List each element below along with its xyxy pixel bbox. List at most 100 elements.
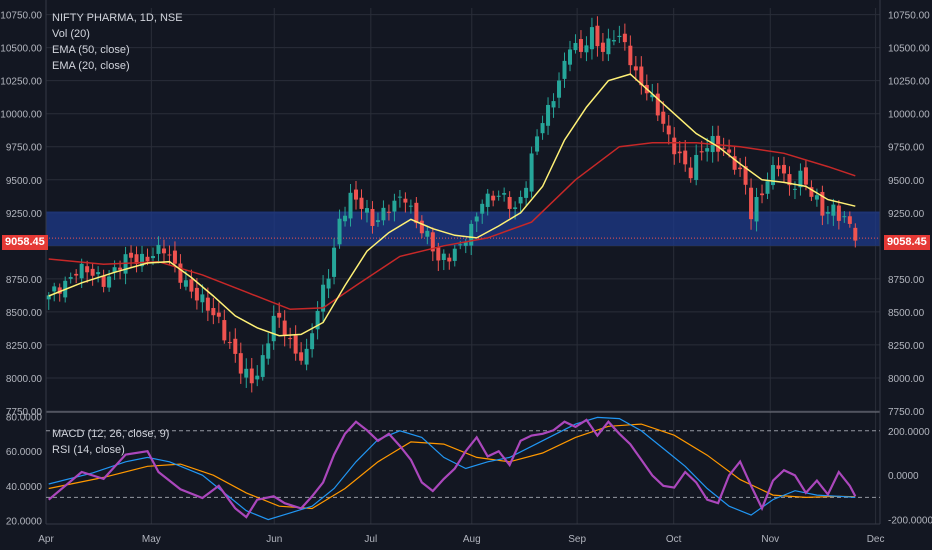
candle-body (90, 268, 95, 276)
price-tick-label-left: 9500.00 (6, 176, 43, 187)
candle-body (140, 253, 145, 267)
candle-body (622, 33, 627, 43)
indicator-legend: MACD (12, 26, close, 9) RSI (14, close) (52, 429, 169, 461)
macd-legend: MACD (12, 26, close, 9) (52, 428, 170, 440)
rsi-tick-label: 60.0000 (6, 447, 43, 458)
candle-body (244, 368, 249, 378)
candle-body (562, 60, 567, 79)
candle-body (233, 338, 238, 354)
candle-body (211, 308, 216, 316)
candle-body (688, 167, 693, 179)
time-tick-label: Aug (463, 534, 481, 545)
candle-body (392, 200, 397, 212)
candle-body (765, 181, 770, 194)
candle-body (167, 254, 172, 256)
vol-legend: Vol (20) (52, 28, 90, 40)
price-tick-label-right: 10500.00 (888, 44, 930, 55)
candle-body (68, 277, 73, 279)
rsi-tick-label: 40.0000 (6, 482, 43, 493)
candle-body (606, 38, 611, 55)
macd-tick-label: -200.0000 (888, 516, 932, 527)
candle-body (617, 35, 622, 38)
rsi-tick-label: 20.0000 (6, 517, 43, 528)
candle-body (754, 197, 759, 222)
candle-body (348, 192, 353, 219)
candle-body (469, 223, 474, 246)
candle-body (847, 216, 852, 224)
candle-body (792, 188, 797, 190)
candle-body (288, 338, 293, 340)
candle-body (332, 247, 337, 277)
candle-body (584, 45, 589, 53)
candle-body (315, 310, 320, 330)
candle-body (277, 312, 282, 318)
candle-body (836, 205, 841, 221)
candle-body (787, 174, 792, 186)
price-tick-label-right: 10750.00 (888, 11, 930, 22)
candle-body (661, 111, 666, 124)
candle-body (485, 193, 490, 207)
candle-body (749, 187, 754, 220)
candle-body (639, 66, 644, 86)
candle-body (825, 212, 830, 214)
price-tick-label-left: 10250.00 (0, 77, 42, 88)
candle-body (386, 211, 391, 213)
ema20-legend: EMA (20, close) (52, 60, 130, 72)
macd-tick-label: 200.0000 (888, 427, 930, 438)
candle-body (370, 208, 375, 226)
candle-body (101, 275, 106, 287)
ema50-line (48, 142, 856, 311)
price-tick-label-left: 7750.00 (6, 407, 43, 418)
candle-body (589, 27, 594, 50)
ema20-line (48, 73, 856, 337)
candle-body (683, 150, 688, 165)
candle-body (107, 276, 112, 288)
candle-body (540, 123, 545, 134)
candle-body (447, 257, 452, 262)
candle-body (156, 244, 161, 254)
candle-body (408, 205, 413, 207)
candle-body (161, 248, 166, 254)
macd-tick-label: 0.0000 (888, 471, 919, 482)
candle-body (611, 40, 616, 42)
support-zone (46, 211, 880, 246)
candle-body (513, 207, 518, 209)
candle-body (595, 25, 600, 47)
time-tick-label: Oct (666, 534, 682, 545)
candle-body (145, 256, 150, 262)
candle-body (677, 151, 682, 154)
candle-body (600, 42, 605, 52)
candle-body (118, 267, 123, 270)
candle-body (781, 164, 786, 174)
time-tick-label: Nov (761, 534, 779, 545)
candle-body (354, 189, 359, 200)
candle-body (260, 355, 265, 377)
price-tick-label-right: 8750.00 (888, 275, 925, 286)
candle-body (578, 39, 583, 52)
candle-body (738, 167, 743, 170)
price-tick-label-left: 8000.00 (6, 374, 43, 385)
price-tick-label-right: 10250.00 (888, 77, 930, 88)
price-tick-label-left: 8500.00 (6, 308, 43, 319)
candle-body (721, 147, 726, 149)
candle-body (853, 227, 858, 241)
candle-body (189, 279, 194, 292)
candle-body (255, 375, 260, 380)
candle-body (727, 149, 732, 153)
candle-body (458, 244, 463, 246)
candle-body (491, 195, 496, 201)
candle-body (633, 66, 638, 71)
candle-body (85, 266, 90, 273)
candle-body (809, 187, 814, 197)
candle-body (150, 256, 155, 259)
price-tick-label-right: 8250.00 (888, 341, 925, 352)
candle-body (452, 248, 457, 261)
time-tick-label: Jul (364, 534, 377, 545)
time-tick-label: Jun (266, 534, 282, 545)
candle-body (518, 196, 523, 204)
candle-body (655, 93, 660, 116)
candle-body (716, 135, 721, 152)
candle-body (414, 202, 419, 224)
